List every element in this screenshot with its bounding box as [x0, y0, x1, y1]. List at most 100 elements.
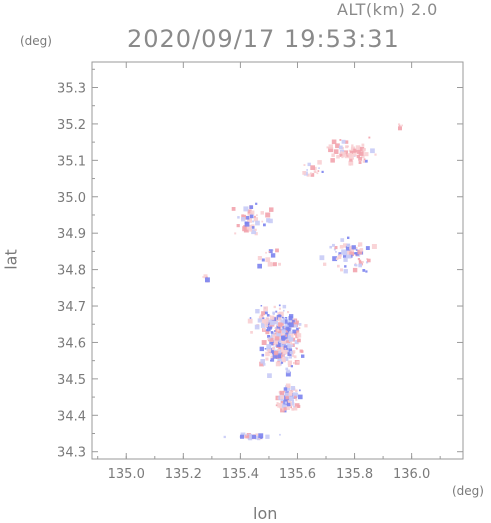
echo-pixel — [341, 249, 347, 255]
echo-pixel — [335, 251, 337, 253]
echo-pixel — [285, 326, 290, 331]
echo-pixel — [261, 353, 265, 357]
echo-pixel — [287, 320, 291, 324]
echo-pixel — [318, 167, 320, 169]
echo-pixel — [269, 337, 274, 342]
echo-pixel — [279, 390, 285, 396]
echo-pixel — [365, 270, 368, 273]
echo-pixel — [285, 367, 289, 371]
echo-pixel — [358, 261, 363, 266]
echo-pixel — [278, 322, 283, 327]
echo-pixel — [361, 154, 365, 159]
echo-pixel — [237, 216, 240, 219]
echo-pixel — [335, 143, 340, 149]
echo-pixel — [281, 316, 284, 319]
echo-pixel — [287, 351, 292, 356]
echo-pixel — [279, 348, 284, 352]
echo-pixel — [306, 173, 310, 177]
echo-pixel — [274, 340, 279, 345]
echo-pixel — [290, 365, 293, 368]
echo-pixel — [277, 349, 282, 354]
echo-pixel — [345, 246, 351, 251]
echo-pixel — [264, 323, 268, 328]
echo-pixel — [398, 123, 401, 126]
echo-pixel — [296, 360, 299, 364]
echo-pixel — [270, 253, 276, 258]
echo-pixel — [323, 262, 327, 266]
echo-pixel — [268, 337, 271, 340]
echo-pixel — [292, 401, 294, 404]
echo-pixel — [282, 356, 285, 360]
y-tick-label: 34.5 — [57, 373, 86, 388]
echo-pixel — [292, 392, 298, 397]
echo-pixel — [248, 436, 253, 441]
echo-pixel — [293, 362, 296, 365]
echo-pixel — [254, 215, 256, 218]
echo-pixel — [243, 206, 249, 212]
echo-pixel — [288, 316, 293, 321]
echo-pixel — [247, 212, 251, 216]
echo-pixel — [288, 330, 290, 333]
echo-pixel — [332, 256, 338, 262]
echo-pixel — [265, 212, 271, 218]
echo-pixel — [286, 406, 290, 410]
echo-pixel — [251, 434, 256, 439]
altitude-label: ALT(km) 2.0 — [337, 0, 438, 19]
echo-pixel — [265, 257, 271, 263]
echo-pixel — [294, 340, 299, 345]
echo-pixel — [285, 395, 289, 400]
echo-pixel — [367, 258, 371, 263]
echo-pixel — [351, 245, 356, 250]
echo-pixel — [286, 402, 291, 407]
echo-pixel — [267, 261, 273, 267]
echo-pixel — [290, 406, 292, 409]
x-tick-label: 135.6 — [279, 467, 316, 482]
echo-pixel — [288, 400, 291, 404]
echo-pixel — [291, 407, 295, 411]
echo-pixel — [266, 327, 271, 332]
echo-pixel — [265, 251, 267, 254]
echo-pixel — [242, 226, 248, 232]
echo-pixel — [344, 140, 349, 144]
echo-pixel — [284, 356, 289, 361]
echo-pixel — [278, 304, 281, 307]
echo-pixel — [251, 229, 257, 235]
echo-pixel — [275, 248, 279, 253]
echo-middle-east-patch — [319, 236, 377, 274]
echo-pixel — [261, 311, 266, 316]
echo-pixel — [254, 228, 257, 231]
echo-pixel — [259, 361, 264, 367]
echo-pixel — [344, 265, 347, 268]
echo-pixel — [269, 348, 274, 353]
echo-pixel — [307, 162, 311, 167]
echo-southern-tail — [275, 383, 303, 413]
echo-pixel — [275, 404, 278, 407]
echo-pixel — [274, 327, 277, 329]
echo-pixel — [362, 160, 365, 163]
echo-pixel — [348, 160, 354, 166]
echo-pixel — [288, 355, 292, 359]
echo-pixel — [342, 154, 345, 158]
echo-pixel — [276, 333, 281, 338]
echo-pixel — [292, 329, 297, 334]
echo-pixel — [354, 262, 357, 265]
echo-pixel — [364, 159, 368, 163]
echo-pixel — [246, 224, 252, 230]
echo-pixel — [346, 243, 351, 248]
echo-pixel — [272, 334, 275, 337]
echo-pixel — [310, 165, 315, 170]
echo-pixel — [255, 309, 260, 314]
echo-pixel — [333, 149, 339, 154]
echo-pixel — [349, 251, 354, 257]
echo-pixel — [352, 158, 354, 160]
echo-pixel — [355, 252, 359, 256]
echo-pixel — [285, 386, 291, 391]
echo-pixel — [353, 153, 357, 157]
echo-pixel — [339, 153, 343, 157]
echo-pixel — [259, 346, 264, 352]
echo-pixel — [286, 369, 290, 374]
echo-north-east-tail — [302, 160, 324, 177]
x-tick-label: 135.4 — [222, 467, 259, 482]
echo-pixel — [362, 269, 366, 272]
echo-north-east-spot — [398, 123, 403, 131]
